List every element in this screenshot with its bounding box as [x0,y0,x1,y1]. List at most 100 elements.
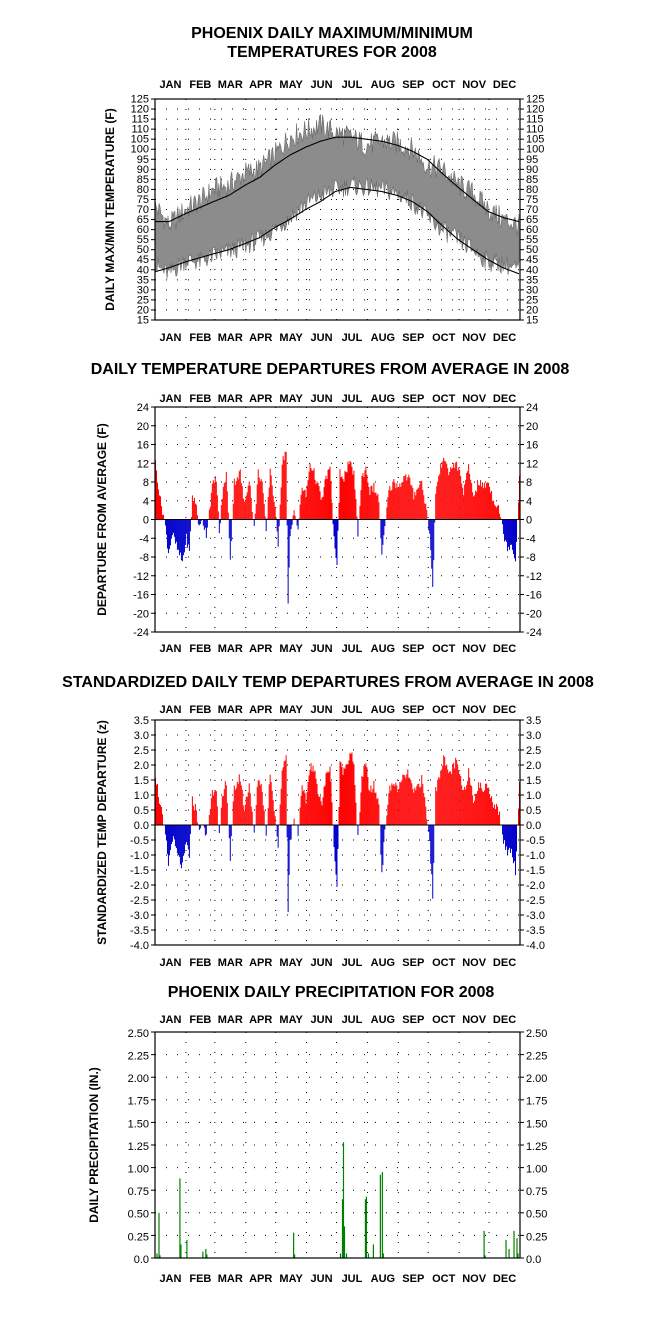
chart-1-month-label: SEP [402,332,424,344]
chart-1-ytick-label-left: 95 [137,154,149,166]
chart-2-bar [350,462,352,520]
chart-3-bar [484,790,486,825]
chart-3-bar [440,770,442,825]
chart-2-bar [325,475,327,520]
chart-3-bar [166,825,168,854]
chart-3-ytick-label-left: -1.5 [130,865,149,877]
chart-3-bar [313,771,315,825]
chart-3-ytick-label-left: -3.0 [130,910,149,922]
chart-2-bar [271,485,273,520]
chart-2-bar [245,495,247,520]
chart-3-bar [402,774,404,825]
chart-2-ytick-label-right: 0 [526,515,532,527]
chart-2-bar [421,480,423,520]
chart-2-bar [222,486,224,520]
chart-4-ytick-label-right: 1.25 [526,1141,547,1153]
chart-3-ytick-label-right: -2.0 [526,880,545,892]
chart-2-bar [483,488,485,520]
chart-2-bar [331,502,333,520]
chart-1-month-label: OCT [432,332,456,344]
chart-2-bar [491,490,493,520]
chart-3-bar [409,778,411,825]
chart-2-bar [429,519,431,534]
chart-4-ytick-label-right: 2.25 [526,1051,547,1063]
chart-2-bar [250,498,252,520]
chart-2-bar [263,504,265,520]
chart-2-bar [396,483,398,520]
chart-3-bar [277,825,279,848]
chart-4-ytick-label-right: 1.50 [526,1118,547,1130]
chart-3-bar [305,803,307,825]
chart-3-bar [489,794,491,825]
chart-3-bar [259,785,261,825]
chart-2-month-label: JUL [342,643,363,655]
chart-2-bar [285,451,287,520]
chart-3-bar [327,772,329,825]
chart-3-month-label: JUN [311,957,333,969]
chart-2-bar [277,519,279,547]
chart-3-bar [244,804,246,825]
chart-3-bar [203,825,205,828]
chart-2-bar [515,519,517,562]
chart-2-bar [313,468,315,520]
chart-3-bar [450,771,452,825]
chart-2-bar [407,477,409,520]
chart-2-bar [507,519,509,552]
chart-2-bar [378,502,380,520]
chart-4-month-label: OCT [432,1273,456,1285]
chart-1-normal-high-line [155,136,520,223]
chart-2-month-label: SEP [402,643,424,655]
chart-2-bar [218,519,220,534]
chart-2-ytick-label-left: 0 [143,515,149,527]
chart-2-bar [474,495,476,520]
chart-3-bar [367,777,369,825]
chart-3-bar [499,811,501,825]
chart-2-bar [436,486,438,520]
chart-3-ytick-label-right: -1.5 [526,865,545,877]
chart-1-ytick-label-right: 45 [526,254,538,266]
chart-2-bar [341,476,343,520]
chart-3-bar [263,810,265,825]
chart-2-bar [403,476,405,520]
chart-1-observed-range-band [154,113,520,279]
chart-2-bar [233,478,235,520]
chart-3-ytick-label-right: -2.5 [526,895,545,907]
chart-2-bar [208,509,210,520]
chart-2-bar [195,504,197,520]
chart-2-bar [468,464,470,520]
chart-3-bar [508,825,510,850]
chart-2-bar [297,519,299,530]
chart-4-month-label: JUN [311,1273,333,1285]
chart-3-bar [408,777,410,825]
chart-3-bar [270,782,272,825]
chart-3-bar [387,804,389,825]
chart-2-bar [439,474,441,520]
chart-3-bar [256,786,258,825]
chart-2-bar [256,484,258,520]
chart-3-bar [290,825,292,840]
chart-3-ytick-label-right: -3.0 [526,910,545,922]
chart-2-bar [161,514,163,520]
chart-4: 2.50 2.50 2.25 2.25 2.00 2.00 1.75 1.75 1.50 1.50… [87,1014,547,1285]
chart-3-month-label: DEC [493,704,516,716]
chart-2-bar [302,491,304,520]
chart-3-bar [433,825,435,863]
chart-3-bar [312,765,314,825]
chart-3-bar [228,825,230,839]
chart-3-bar [349,752,351,825]
chart-3-bar [309,769,311,825]
chart-2-bar [315,484,317,520]
chart-1-ytick-label-left: 60 [137,224,149,236]
chart-3-month-label: MAR [218,704,243,716]
chart-3-bar [496,803,498,825]
chart-2-bar [410,484,412,520]
chart-3-bar [416,786,418,825]
chart-3-bar [366,767,368,825]
chart-3-bar [393,784,395,825]
chart-2-bar [456,461,458,520]
chart-4-ytick-label-left: 1.50 [128,1118,149,1130]
chart-3-bar [401,780,403,825]
chart-3-month-label: JUN [311,704,333,716]
chart-3-bar [518,808,520,825]
